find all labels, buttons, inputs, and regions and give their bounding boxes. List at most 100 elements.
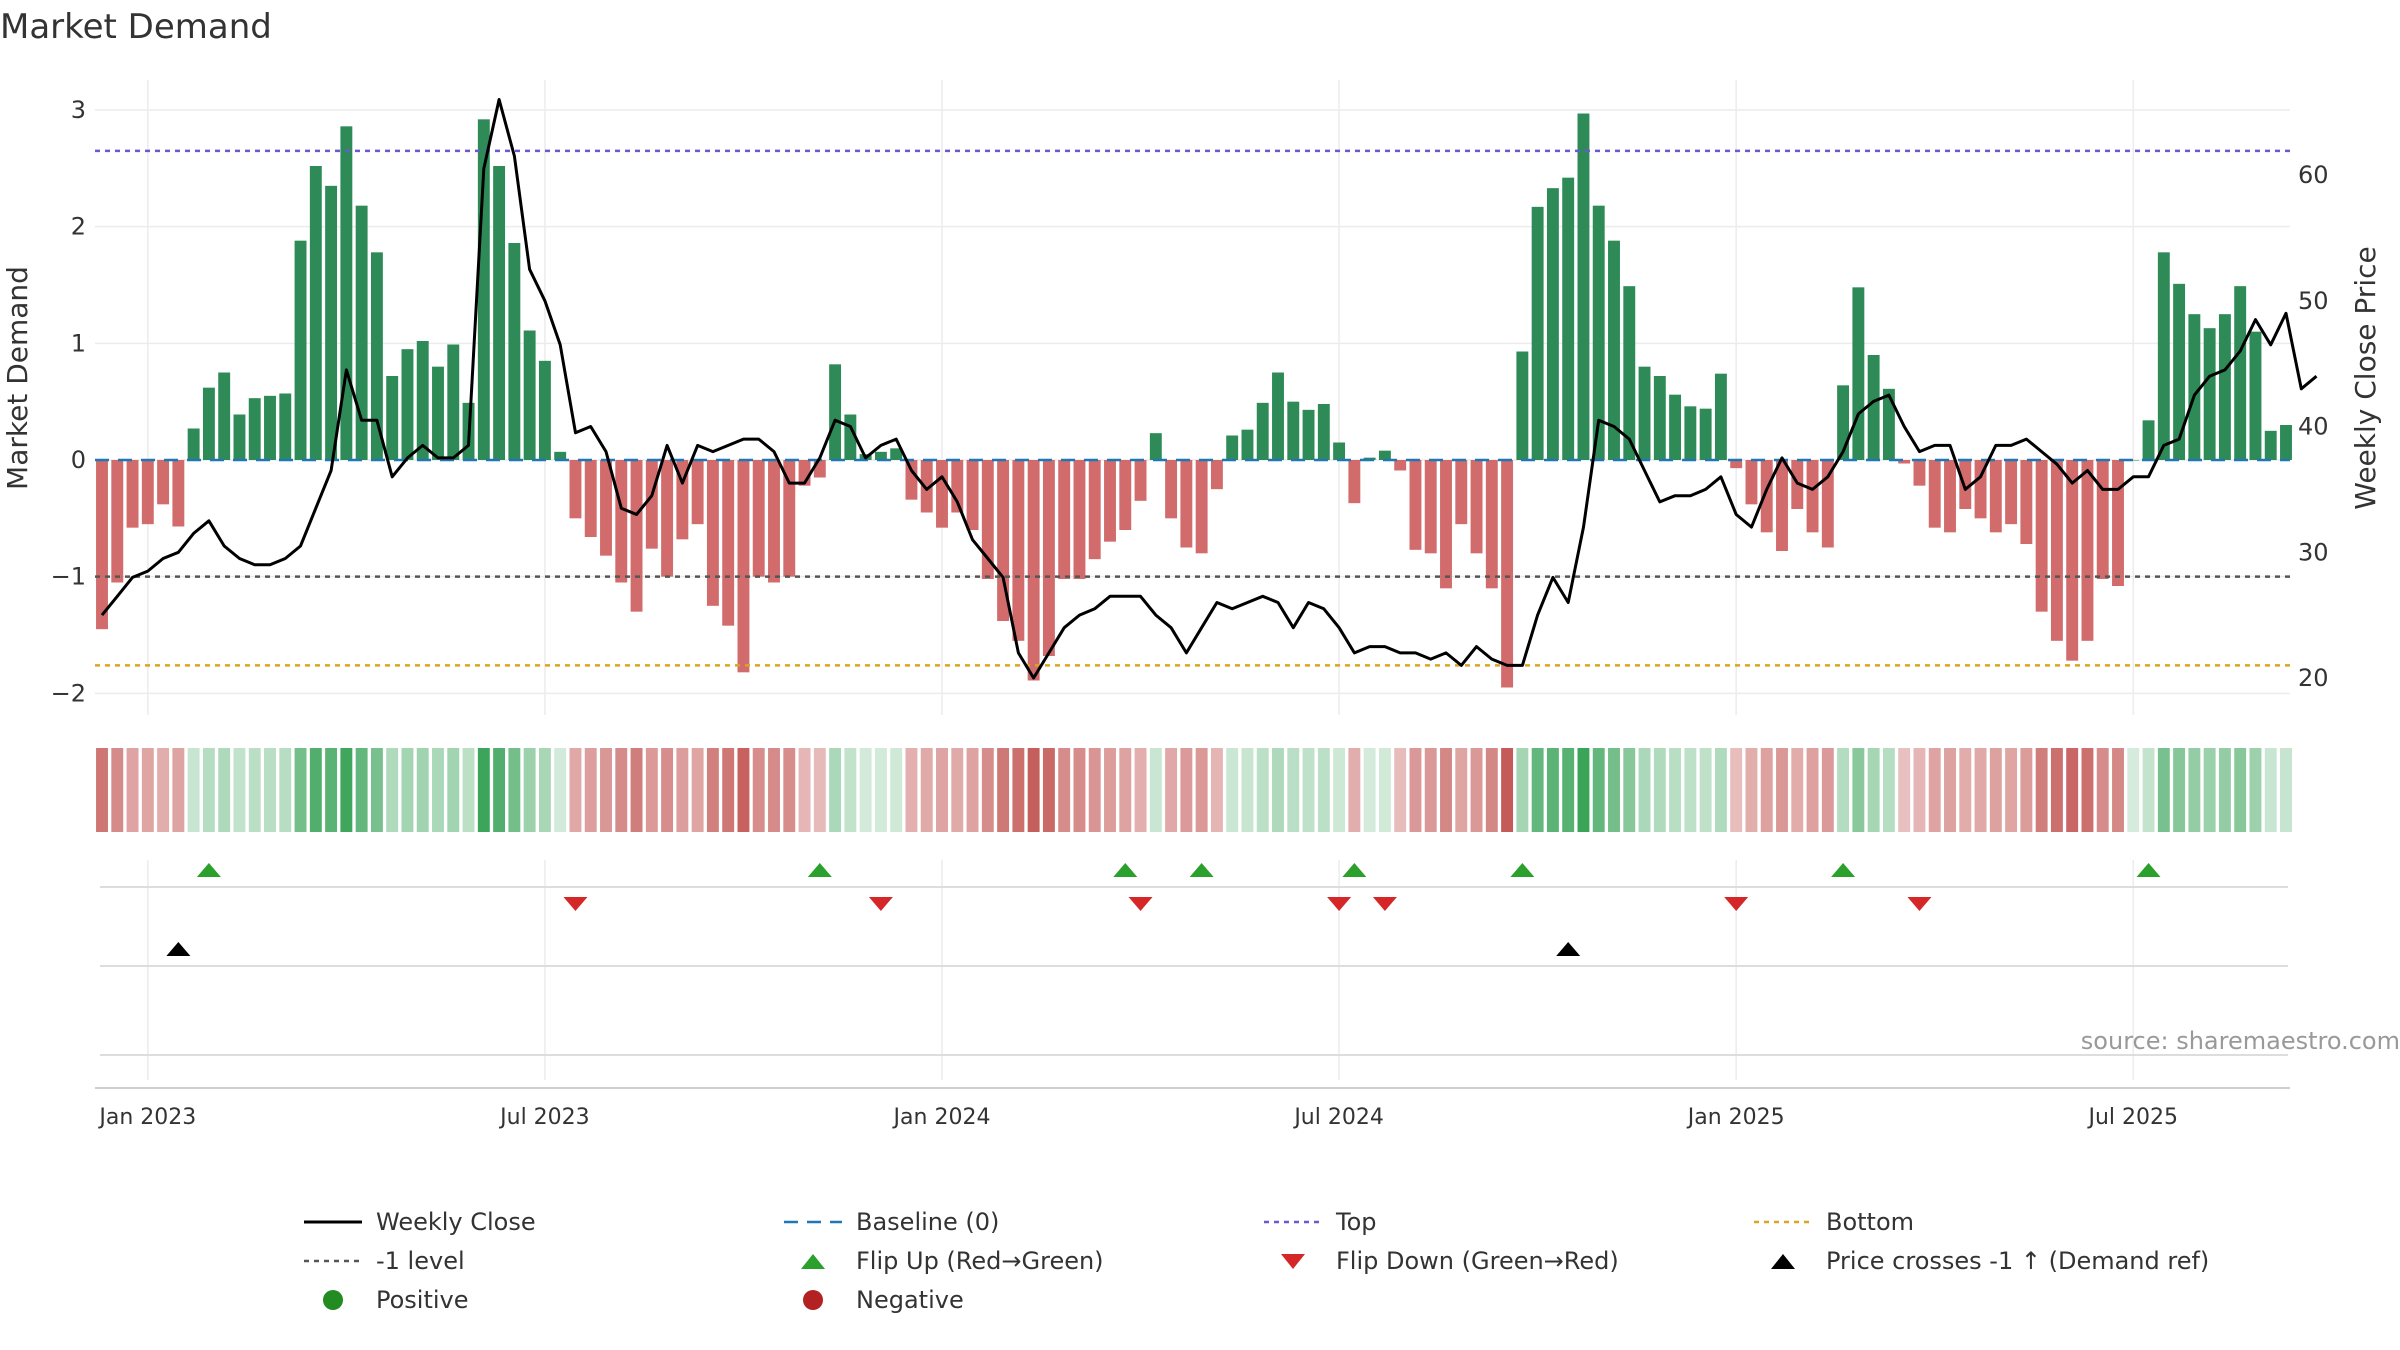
demand-bar [447, 344, 460, 460]
y-tick-label: 2 [71, 213, 86, 241]
legend-label: Baseline (0) [856, 1208, 1000, 1236]
demand-bar [966, 460, 979, 530]
demand-bar [783, 460, 796, 577]
demand-bars [96, 113, 2292, 688]
heat-cell [1012, 748, 1025, 832]
heat-cell [1867, 748, 1880, 832]
weekly-close-series [100, 98, 2318, 680]
demand-bar [1256, 402, 1269, 460]
heat-cell [1669, 748, 1682, 832]
y2-tick-label: 40 [2298, 413, 2329, 441]
demand-bar [951, 460, 964, 513]
heat-cell [905, 748, 918, 832]
demand-bar [187, 428, 200, 460]
demand-heat-strip [96, 748, 2292, 832]
heat-cell [462, 748, 475, 832]
heat-cell [1760, 748, 1773, 832]
heat-cell [538, 748, 551, 832]
heat-cell [615, 748, 628, 832]
legend-symbol [803, 1290, 823, 1310]
demand-bar [1180, 460, 1193, 548]
legend-symbol [304, 1220, 362, 1224]
heat-cell [1959, 748, 1972, 832]
heat-cell [783, 748, 796, 832]
demand-bar [584, 460, 597, 537]
demand-bar [370, 252, 383, 460]
demand-bar [661, 460, 674, 577]
demand-bar [615, 460, 628, 583]
legend-item-negative: Negative [780, 1283, 964, 1317]
legend-label: -1 level [376, 1247, 465, 1275]
demand-bar [2203, 328, 2216, 460]
heat-cell [874, 748, 887, 832]
heat-cell [1821, 748, 1834, 832]
demand-bar [355, 205, 368, 460]
demand-bar [2127, 460, 2140, 461]
y2-tick-label: 60 [2298, 161, 2329, 189]
demand-bar [1760, 460, 1773, 533]
y-tick-label: 1 [71, 329, 86, 357]
demand-bar [1073, 460, 1086, 579]
heat-cell [752, 748, 765, 832]
heat-cell [1073, 748, 1086, 832]
demand-bar [1210, 460, 1223, 490]
heat-cell [370, 748, 383, 832]
demand-bar [2249, 331, 2262, 460]
demand-bar [248, 398, 261, 460]
demand-bar [630, 460, 643, 612]
heat-cell [2112, 748, 2124, 832]
legend-item-flip-down: Flip Down (Green→Red) [1260, 1244, 1619, 1278]
demand-bar [1653, 376, 1666, 460]
heat-cell [1546, 748, 1559, 832]
heat-cell [325, 748, 338, 832]
heat-cell [447, 748, 460, 832]
demand-bar [2112, 460, 2124, 586]
demand-bar [1806, 460, 1819, 533]
heat-cell [1027, 748, 1040, 832]
demand-bar [706, 460, 719, 606]
heat-cell [1577, 748, 1590, 832]
demand-bar [2218, 314, 2231, 460]
demand-bar [844, 414, 857, 460]
heat-cell [1745, 748, 1758, 832]
demand-bar [1455, 460, 1468, 525]
legend-label: Bottom [1826, 1208, 1915, 1236]
heat-cell [645, 748, 658, 832]
heat-cell [508, 748, 521, 832]
heat-cell [1485, 748, 1498, 832]
demand-bar [1623, 286, 1636, 460]
legend-label: Price crosses -1 ↑ (Demand ref) [1826, 1247, 2210, 1275]
y2-axis-label: Weekly Close Price [2349, 246, 2382, 509]
heat-cell [2234, 748, 2247, 832]
y2-tick-label: 20 [2298, 664, 2329, 692]
demand-bar [1195, 460, 1208, 554]
heat-cell [722, 748, 735, 832]
legend-item-positive: Positive [300, 1283, 469, 1317]
demand-bar [340, 126, 353, 460]
demand-bar [936, 460, 948, 528]
demand-bar [2280, 425, 2292, 460]
demand-bar [1272, 372, 1284, 460]
demand-bar [1027, 460, 1040, 681]
heat-cell [96, 748, 108, 832]
demand-bar [1287, 401, 1300, 460]
flip-down-marker [1372, 897, 1397, 911]
demand-bar [172, 460, 185, 527]
heat-cell [1088, 748, 1101, 832]
heat-cell [859, 748, 872, 832]
demand-bar [1714, 373, 1727, 460]
heat-cell [1134, 748, 1147, 832]
demand-bar [1394, 460, 1407, 471]
demand-bar [1989, 460, 2002, 533]
price-cross-markers [95, 942, 2290, 1089]
demand-bar [1776, 460, 1788, 551]
heat-cell [2066, 748, 2079, 832]
chart-title: Market Demand [0, 7, 272, 47]
legend-symbol [1754, 1220, 1812, 1224]
demand-bar [2066, 460, 2079, 661]
demand-bar [141, 460, 154, 525]
demand-bar [1516, 351, 1529, 460]
demand-bar [768, 460, 780, 583]
heat-cell [2096, 748, 2109, 832]
